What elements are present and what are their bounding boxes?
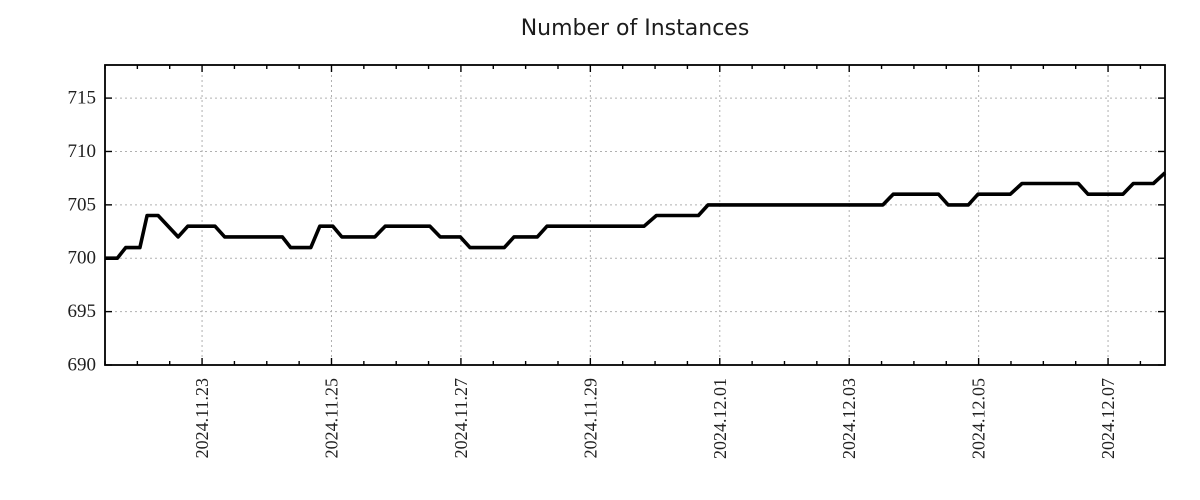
x-tick-label: 2024.11.29 bbox=[580, 378, 600, 458]
series-line-instances bbox=[105, 171, 1167, 261]
chart-title: Number of Instances bbox=[520, 16, 750, 41]
x-tick-label: 2024.12.05 bbox=[969, 378, 989, 459]
x-tick-label: 2024.12.01 bbox=[710, 378, 730, 459]
x-tick-label: 2024.12.03 bbox=[839, 378, 859, 459]
y-tick-label: 705 bbox=[68, 194, 97, 215]
x-tick-label: 2024.11.23 bbox=[192, 378, 212, 458]
x-tick-label: 2024.11.25 bbox=[322, 378, 342, 458]
y-tick-label: 710 bbox=[68, 141, 97, 162]
plot-border bbox=[104, 64, 1166, 366]
x-tick-label: 2024.12.07 bbox=[1098, 378, 1118, 459]
y-tick-label: 715 bbox=[68, 88, 97, 109]
y-tick-label: 695 bbox=[68, 301, 97, 322]
x-tick-label: 2024.11.27 bbox=[451, 378, 471, 458]
y-tick-label: 700 bbox=[68, 248, 97, 269]
y-tick-label: 690 bbox=[68, 355, 97, 376]
